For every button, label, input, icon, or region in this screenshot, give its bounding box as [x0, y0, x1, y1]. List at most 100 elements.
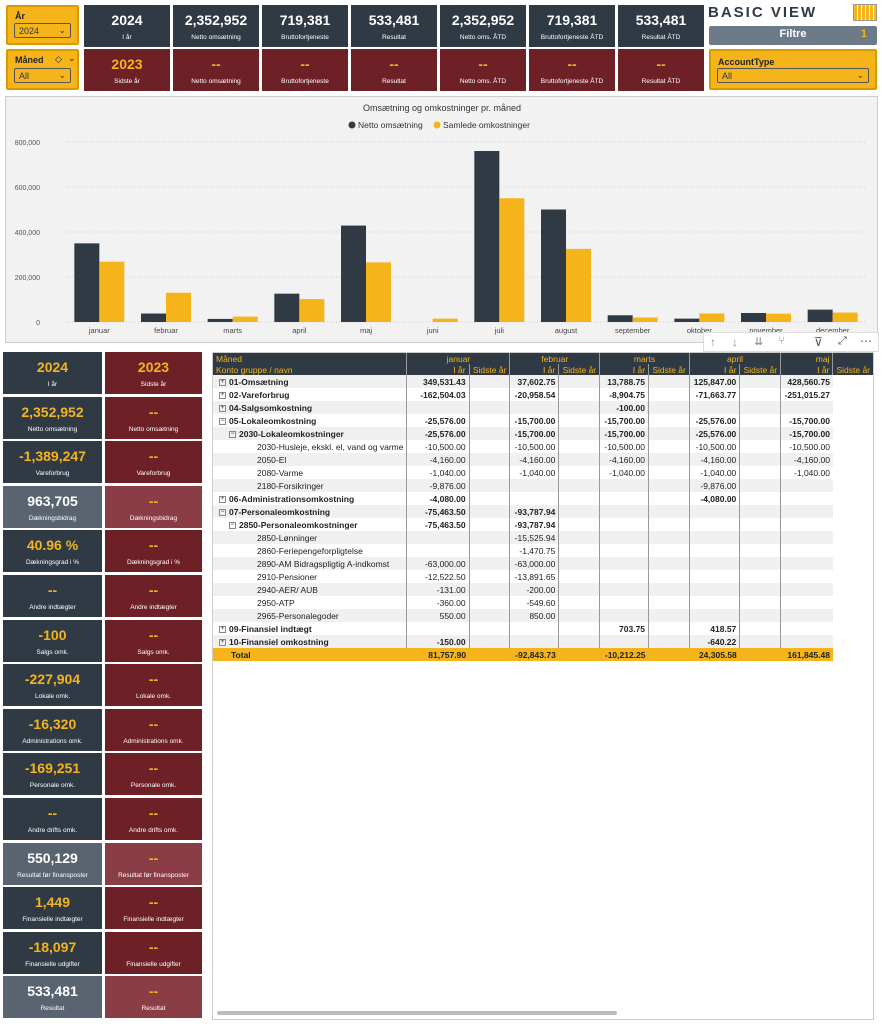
table-row[interactable]: +09-Finansiel indtægt 703.75 418.57: [213, 622, 873, 635]
expand-icon[interactable]: +: [219, 625, 226, 633]
table-row[interactable]: +01-Omsætning 349,531.43 37,602.75 13,788.7…: [213, 375, 873, 388]
bar[interactable]: [432, 318, 458, 322]
table-row[interactable]: 2950-ATP -360.00 -549.60: [213, 596, 873, 609]
collapse-icon[interactable]: −: [219, 508, 226, 516]
focus-mode-icon[interactable]: ⤢: [838, 335, 847, 347]
drill-down-icon[interactable]: ↓: [732, 335, 738, 349]
value-cell: [599, 557, 649, 570]
value-cell: [648, 635, 690, 648]
table-row[interactable]: +04-Salgsomkostning -100.00: [213, 401, 873, 414]
value-cell: [468, 427, 510, 440]
kpi-card: 719,381 Bruttofortjeneste ÅTD: [529, 5, 615, 47]
month-slicer[interactable]: Måned ◇ ⌄ All ⌄: [6, 49, 79, 90]
filter-icon[interactable]: ⊽: [814, 335, 823, 349]
year-slicer[interactable]: År 2024 ⌄: [6, 5, 79, 45]
bar[interactable]: [832, 312, 858, 322]
value-cell: [468, 544, 510, 557]
accounttype-slicer[interactable]: AccountType All ⌄: [709, 49, 877, 90]
year-dropdown[interactable]: 2024 ⌄: [14, 23, 71, 38]
table-row[interactable]: −2850-Personaleomkostninger -75,463.50 -93…: [213, 518, 873, 531]
value-cell: [648, 544, 690, 557]
bar[interactable]: [366, 262, 391, 322]
value-cell: [648, 466, 690, 479]
bar[interactable]: [474, 151, 500, 322]
value-cell: -1,040.00: [780, 466, 833, 479]
table-row[interactable]: +06-Administrationsomkostning -4,080.00 -4…: [213, 492, 873, 505]
kpi-current-card: 2024 I år: [3, 352, 102, 394]
month-column-header[interactable]: april: [688, 353, 781, 364]
value-cell: [780, 479, 833, 492]
table-row[interactable]: −2030-Lokaleomkostninger -25,576.00 -15,70…: [213, 427, 873, 440]
expand-icon[interactable]: +: [219, 638, 226, 646]
table-row[interactable]: 2890-AM Bidragspligtig A-indkomst -63,000…: [213, 557, 873, 570]
bar[interactable]: [699, 313, 725, 322]
expand-icon[interactable]: +: [219, 404, 226, 412]
y-tick-label: 200,000: [15, 275, 40, 282]
bar[interactable]: [541, 209, 566, 323]
collapse-icon[interactable]: −: [229, 430, 236, 438]
bar[interactable]: [299, 299, 325, 322]
table-row[interactable]: 2860-Feriepengeforpligtelse -1,470.75: [213, 544, 873, 557]
chevron-down-icon[interactable]: ⌄: [68, 53, 76, 63]
value-cell: [468, 622, 510, 635]
bar[interactable]: [232, 316, 258, 322]
expand-all-icon[interactable]: ⇊: [754, 336, 764, 348]
expand-icon[interactable]: +: [219, 378, 226, 386]
kpi-value: 719,381: [279, 12, 331, 28]
expand-icon[interactable]: +: [219, 391, 226, 399]
value-cell: [468, 531, 510, 544]
table-row[interactable]: 2050-El -4,160.00 -4,160.00 -4,160.00 -4,160…: [213, 453, 873, 466]
drill-up-icon[interactable]: ↑: [710, 335, 716, 349]
table-row[interactable]: −07-Personaleomkostning -75,463.50 -93,787…: [213, 505, 873, 518]
collapse-icon[interactable]: −: [219, 417, 226, 425]
table-row[interactable]: 2180-Forsikringer -9,876.00 -9,876.00: [213, 479, 873, 492]
collapse-icon[interactable]: −: [229, 521, 236, 529]
month-column-header[interactable]: januar: [406, 353, 510, 364]
month-column-header[interactable]: februar: [509, 353, 600, 364]
month-column-header[interactable]: maj: [780, 353, 833, 364]
table-row[interactable]: 2850-Lønninger -15,525.94: [213, 531, 873, 544]
table-row[interactable]: 2910-Pensioner -12,522.50 -13,891.65: [213, 570, 873, 583]
filter-button[interactable]: Filtre 1: [709, 26, 877, 45]
bar[interactable]: [499, 198, 525, 322]
bar[interactable]: [807, 309, 833, 322]
value-cell: [739, 583, 781, 596]
table-row[interactable]: 2080-Varme -1,040.00 -1,040.00 -1,040.00 -1,…: [213, 466, 873, 479]
bar[interactable]: [141, 313, 166, 322]
more-options-icon[interactable]: ⋯: [860, 334, 872, 348]
bar[interactable]: [566, 248, 591, 322]
kpi-value: --: [300, 56, 310, 72]
table-row[interactable]: +10-Finansiel omkostning -150.00 -640.22: [213, 635, 873, 648]
bar[interactable]: [741, 313, 766, 322]
bar[interactable]: [632, 317, 658, 323]
table-row[interactable]: 2965-Personalegoder 550.00 850.00: [213, 609, 873, 622]
horizontal-scrollbar[interactable]: [217, 1011, 617, 1015]
account-name: 2950-ATP: [257, 597, 295, 608]
bar[interactable]: [674, 318, 700, 322]
hierarchy-icon[interactable]: ⑂: [778, 335, 785, 347]
bar[interactable]: [341, 225, 366, 322]
value-cell: -10,500.00: [406, 440, 470, 453]
account-matrix[interactable]: Måned januar februar marts april maj Konto gru…: [212, 352, 874, 1020]
table-row[interactable]: 2940-AER/ AUB -131.00 -200.00: [213, 583, 873, 596]
bar[interactable]: [207, 318, 233, 322]
bar[interactable]: [99, 261, 125, 322]
value-cell: 703.75: [599, 622, 649, 635]
account-name: 2030-Lokaleomkostninger: [239, 428, 344, 439]
value-cell: -131.00: [406, 583, 470, 596]
table-row[interactable]: 2030-Husleje, ekskl. el, vand og varme -1…: [213, 440, 873, 453]
bar[interactable]: [607, 315, 633, 322]
table-row[interactable]: +02-Vareforbrug -162,504.03 -20,958.54 -8,9…: [213, 388, 873, 401]
value-cell: [739, 427, 781, 440]
eraser-icon[interactable]: ◇: [55, 54, 62, 64]
table-row[interactable]: −05-Lokaleomkostning -25,576.00 -15,700.00…: [213, 414, 873, 427]
row-header-account[interactable]: Konto gruppe / navn: [213, 364, 407, 375]
month-dropdown[interactable]: All ⌄: [14, 68, 71, 83]
expand-icon[interactable]: +: [219, 495, 226, 503]
bar[interactable]: [74, 243, 100, 322]
bar[interactable]: [166, 292, 191, 322]
month-column-header[interactable]: marts: [599, 353, 690, 364]
bar[interactable]: [766, 313, 791, 322]
bar[interactable]: [274, 293, 300, 322]
accounttype-dropdown[interactable]: All ⌄: [717, 68, 869, 83]
